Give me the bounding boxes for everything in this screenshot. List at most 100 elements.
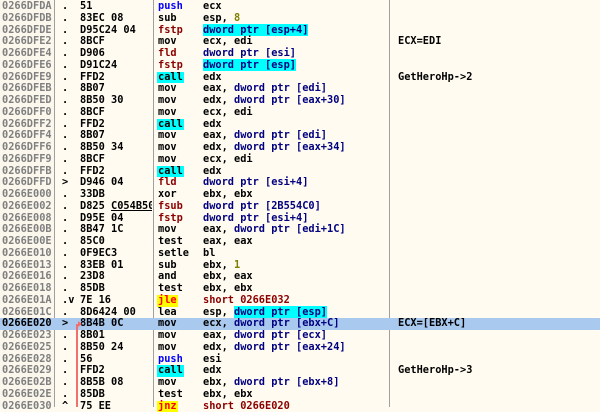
operand: dword ptr [esi+4] bbox=[203, 212, 308, 224]
operand: dword ptr [edi] bbox=[234, 82, 327, 94]
mnemonic: test bbox=[157, 236, 184, 248]
mnemonic: mov bbox=[157, 330, 178, 342]
hex-bytes: D95C24 04 bbox=[80, 25, 136, 36]
hex-fixup: C054B502 bbox=[111, 201, 152, 212]
flow-marker: . bbox=[62, 389, 68, 401]
hex-bytes: 8BCF bbox=[80, 36, 105, 47]
hex-bytes: 8B07 bbox=[80, 130, 105, 141]
jump-arrow-icon bbox=[78, 321, 82, 327]
flow-marker: . bbox=[62, 342, 68, 354]
hex-dump: 75 EE bbox=[80, 401, 111, 412]
mnemonic: jle bbox=[157, 295, 178, 307]
address: 0266DFED bbox=[2, 95, 52, 107]
operand: edx, bbox=[203, 341, 234, 353]
address: 0266DFE6 bbox=[2, 60, 52, 72]
operand: edx, bbox=[203, 94, 234, 106]
hex-dump: D946 04 bbox=[80, 177, 123, 189]
operand: dword ptr [eax+30] bbox=[234, 94, 346, 106]
flow-marker: . bbox=[62, 1, 68, 13]
hex-bytes: D946 04 bbox=[80, 177, 123, 188]
hex-dump: 8BCF bbox=[80, 107, 105, 119]
operand: short 0266E020 bbox=[203, 400, 290, 412]
hex-bytes: 56 bbox=[80, 354, 92, 365]
operand: edx bbox=[203, 118, 222, 130]
address: 0266E010 bbox=[2, 248, 52, 260]
operand: dword ptr [eax+34] bbox=[234, 141, 346, 153]
mnemonic: mov bbox=[157, 107, 178, 119]
hex-dump: 85C0 bbox=[80, 236, 105, 248]
flow-marker: . bbox=[62, 189, 68, 201]
hex-dump: 7E 16 bbox=[80, 295, 111, 307]
flow-marker: . bbox=[62, 95, 68, 107]
address: 0266DFF9 bbox=[2, 154, 52, 166]
address: 0266E00E bbox=[2, 236, 52, 248]
comment: GetHeroHp->3 bbox=[398, 365, 472, 377]
hex-dump: D95E 04 bbox=[80, 213, 123, 225]
mnemonic: mov bbox=[157, 142, 178, 154]
address: 0266E02B bbox=[2, 377, 52, 389]
hex-dump: FFD2 bbox=[80, 72, 105, 84]
hex-bytes: 8BCF bbox=[80, 107, 105, 118]
hex-dump: 51 bbox=[80, 1, 92, 13]
address: 0266E023 bbox=[2, 330, 52, 342]
operand: dword ptr [esi] bbox=[203, 47, 296, 59]
operand: 8 bbox=[234, 12, 240, 24]
hex-dump: 8B50 30 bbox=[80, 95, 123, 107]
hex-bytes: 33DB bbox=[80, 189, 105, 200]
hex-bytes: 8B50 34 bbox=[80, 142, 123, 153]
hex-dump: 85DB bbox=[80, 283, 105, 295]
operand: esi bbox=[203, 353, 222, 365]
operand: ecx, edi bbox=[203, 153, 253, 165]
hex-dump: 23D8 bbox=[80, 271, 105, 283]
operand: dword ptr [esi+4] bbox=[203, 176, 308, 188]
operand: ebx, ebx bbox=[203, 282, 253, 294]
operands: edx, dword ptr [eax+24] bbox=[203, 342, 346, 354]
operand: ebx, ebx bbox=[203, 388, 253, 400]
hex-dump: 8BCF bbox=[80, 36, 105, 48]
hex-dump: D825 C054B502 bbox=[80, 201, 152, 213]
hex-dump: 8BCF bbox=[80, 154, 105, 166]
mnemonic: jnz bbox=[157, 401, 178, 412]
hex-bytes: 8B50 30 bbox=[80, 95, 123, 106]
operand: ecx, edi bbox=[203, 106, 253, 118]
hex-bytes: 85DB bbox=[80, 389, 105, 400]
hex-dump: 8B50 24 bbox=[80, 342, 123, 354]
hex-bytes: 8B50 24 bbox=[80, 342, 123, 353]
jump-arrow-line bbox=[76, 324, 78, 407]
operand: dword ptr [edi+1C] bbox=[234, 223, 346, 235]
mnemonic: fld bbox=[157, 48, 178, 60]
operand: edx, bbox=[203, 141, 234, 153]
hex-bytes: 8B01 bbox=[80, 330, 105, 341]
mnemonic: xor bbox=[157, 189, 178, 201]
comment: GetHeroHp->2 bbox=[398, 72, 472, 84]
address: 0266E002 bbox=[2, 201, 52, 213]
hex-dump: FFD2 bbox=[80, 119, 105, 131]
operand: eax, bbox=[203, 329, 234, 341]
flow-marker: . bbox=[62, 236, 68, 248]
operand: esp, bbox=[203, 12, 234, 24]
